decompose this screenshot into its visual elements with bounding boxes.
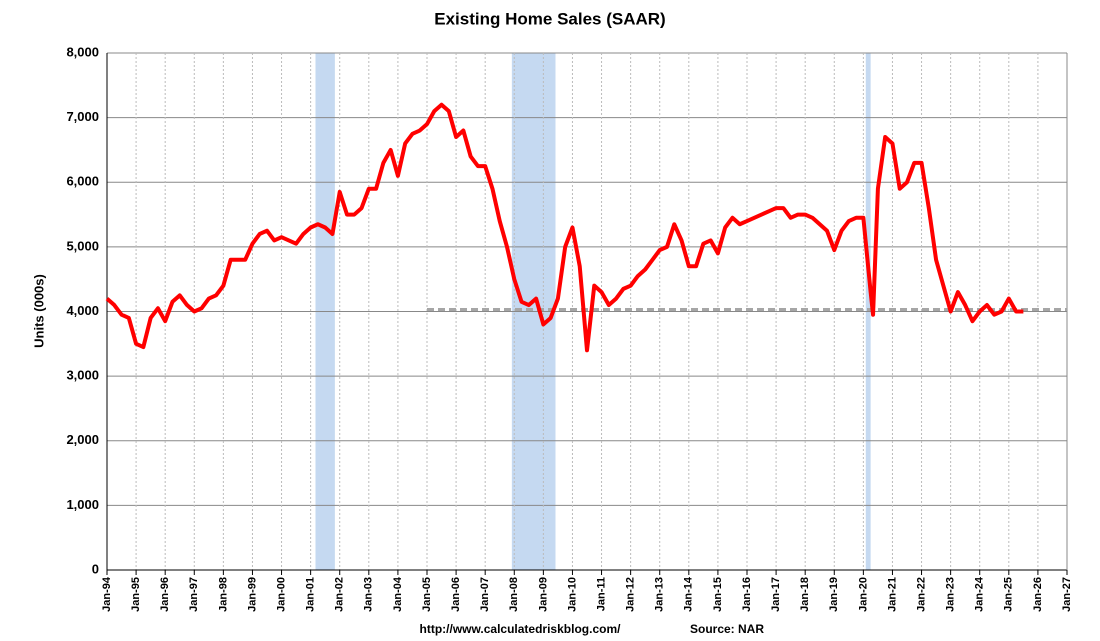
x-tick-label: Jan-22: [915, 577, 927, 612]
x-tick-label: Jan-05: [421, 577, 433, 612]
x-tick-label: Jan-26: [1032, 577, 1044, 612]
x-tick-label: Jan-14: [683, 576, 695, 612]
data-line: [105, 102, 1024, 353]
y-tick-label: 0: [92, 561, 99, 576]
y-tick-label: 1,000: [66, 497, 99, 512]
x-tick-label: Jan-11: [595, 577, 607, 611]
x-tick-label: Jan-96: [159, 577, 171, 612]
y-tick-label: 8,000: [66, 44, 99, 59]
x-tick-label: Jan-15: [712, 577, 724, 612]
x-tick-label: Jan-18: [799, 577, 811, 612]
x-tick-label: Jan-98: [217, 577, 229, 612]
x-tick-label: Jan-02: [334, 577, 346, 612]
x-tick-label: Jan-21: [886, 577, 898, 612]
source: Source: NAR: [690, 622, 764, 636]
x-tick-label: Jan-25: [1003, 577, 1015, 612]
x-tick-label: Jan-24: [974, 576, 986, 612]
x-tick-label: Jan-17: [770, 577, 782, 612]
x-tick-label: Jan-03: [363, 577, 375, 612]
y-tick-label: 3,000: [66, 368, 99, 383]
y-tick-label: 6,000: [66, 174, 99, 189]
y-tick-label: 4,000: [66, 303, 99, 318]
x-tick-label: Jan-94: [101, 576, 113, 612]
y-tick-label: 2,000: [66, 432, 99, 447]
x-tick-label: Jan-07: [479, 577, 491, 612]
y-axis-label: Units (000s): [31, 274, 46, 348]
x-tick-label: Jan-23: [945, 577, 957, 612]
chart-title: Existing Home Sales (SAAR): [434, 9, 665, 28]
x-tick-label: Jan-27: [1061, 577, 1073, 612]
source-url: http://www.calculatedriskblog.com/: [420, 622, 622, 636]
x-tick-label: Jan-01: [305, 577, 317, 612]
x-tick-label: Jan-16: [741, 577, 753, 612]
x-tick-label: Jan-12: [625, 577, 637, 612]
x-tick-label: Jan-04: [392, 576, 404, 612]
x-tick-label: Jan-09: [537, 577, 549, 612]
x-tick-label: Jan-10: [566, 577, 578, 612]
y-tick-label: 7,000: [66, 109, 99, 124]
x-tick-label: Jan-97: [188, 577, 200, 612]
y-tick-label: 5,000: [66, 238, 99, 253]
x-tick-label: Jan-08: [508, 577, 520, 612]
x-tick-label: Jan-95: [130, 577, 142, 612]
x-tick-label: Jan-06: [450, 577, 462, 612]
x-tick-label: Jan-19: [828, 577, 840, 612]
x-tick-label: Jan-20: [857, 577, 869, 612]
x-tick-label: Jan-00: [275, 577, 287, 612]
x-tick-label: Jan-99: [246, 577, 258, 612]
x-tick-label: Jan-13: [654, 577, 666, 612]
